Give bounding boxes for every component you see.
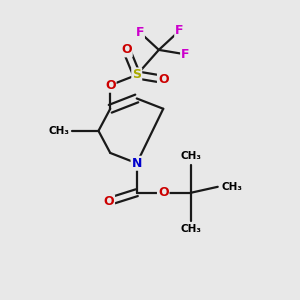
Text: F: F (175, 24, 184, 37)
Text: O: O (158, 186, 169, 199)
Text: CH₃: CH₃ (221, 182, 242, 192)
Text: N: N (132, 157, 142, 170)
Text: S: S (132, 68, 141, 81)
Text: O: O (103, 195, 114, 208)
Text: CH₃: CH₃ (181, 224, 202, 234)
Text: F: F (135, 26, 144, 39)
Text: CH₃: CH₃ (181, 151, 202, 161)
Text: O: O (105, 79, 116, 92)
Text: CH₃: CH₃ (48, 126, 69, 136)
Text: O: O (121, 44, 132, 56)
Text: F: F (181, 48, 190, 61)
Text: O: O (158, 73, 169, 86)
